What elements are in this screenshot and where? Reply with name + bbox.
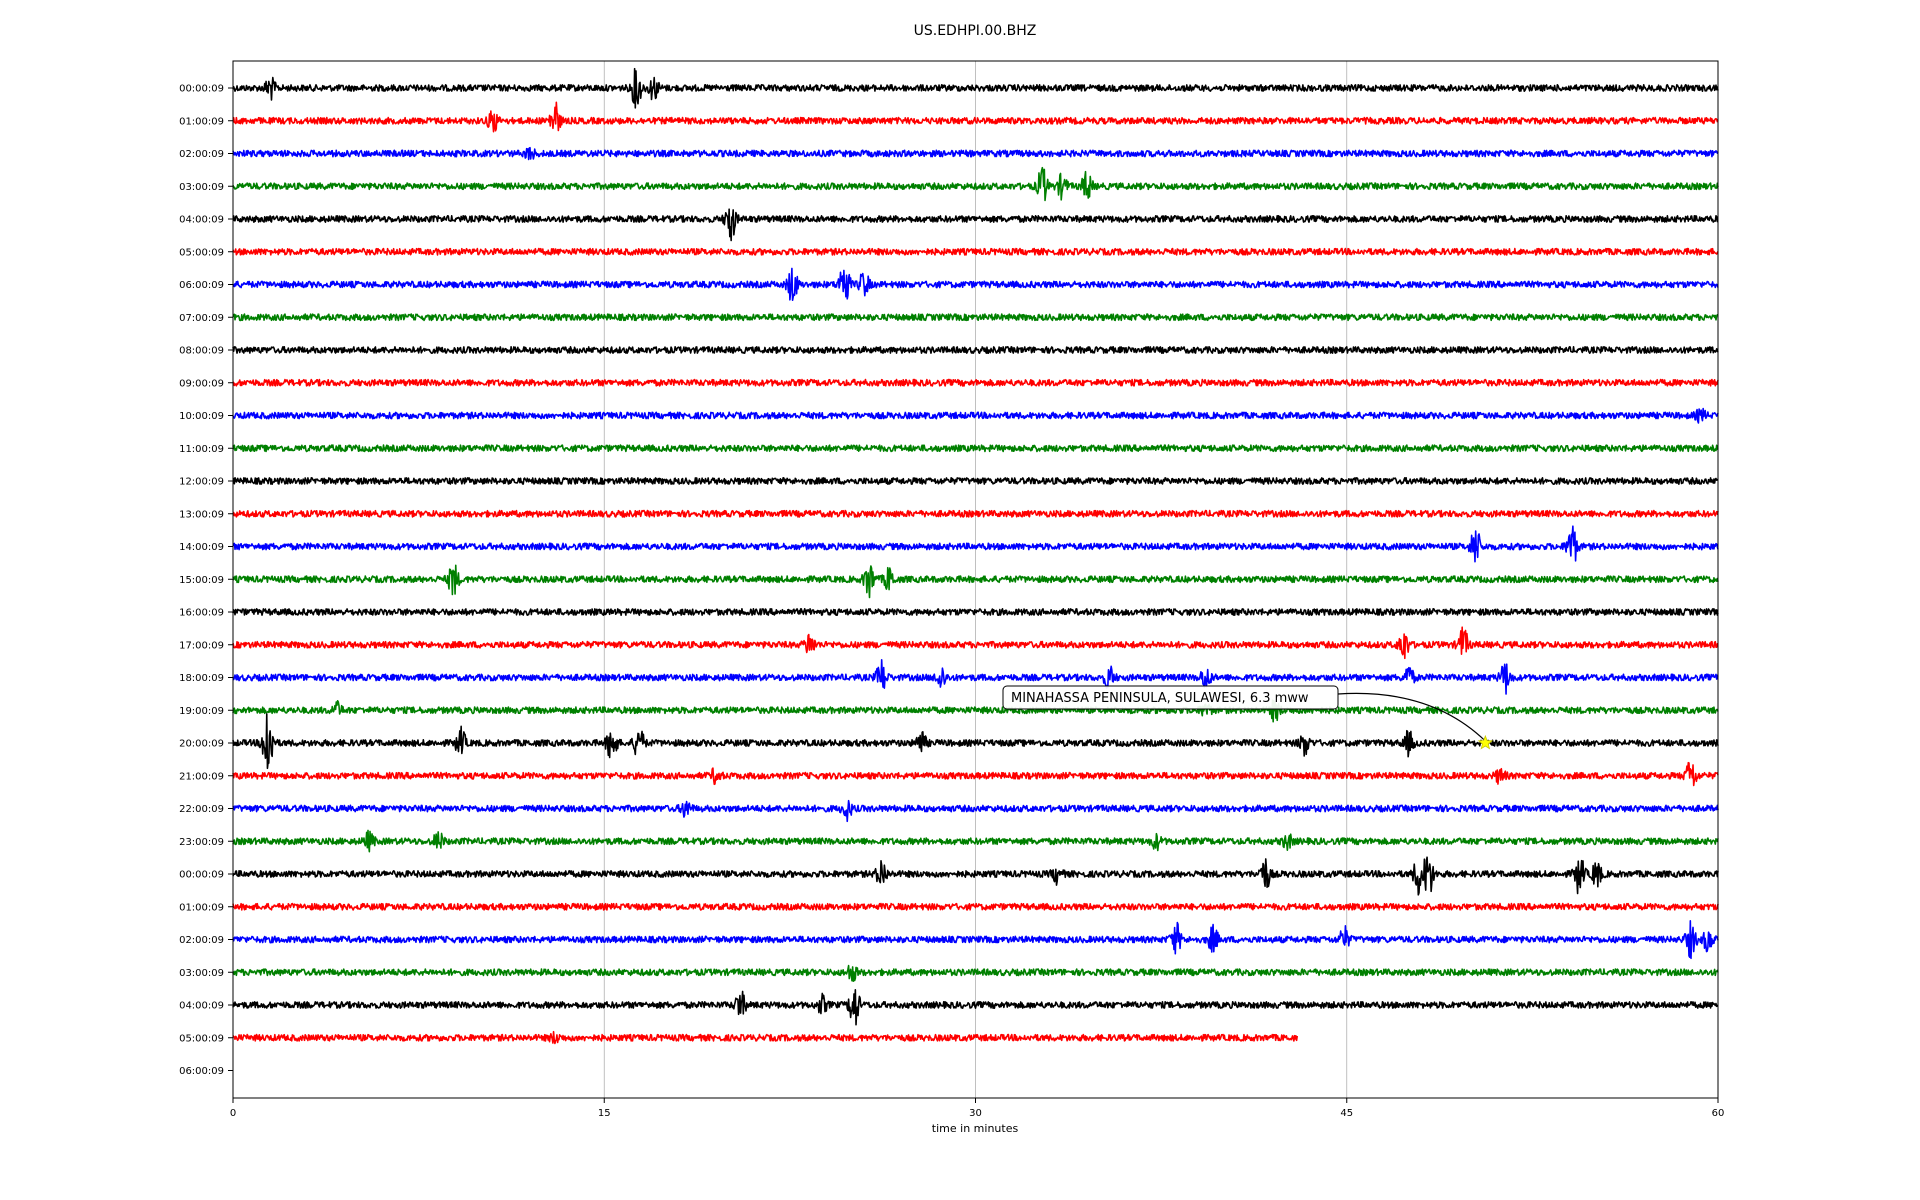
seismic-trace xyxy=(232,856,1719,896)
seismic-trace xyxy=(232,713,1719,770)
row-time-labels: 00:00:09 01:00:09 02:00:09 03:00:09 04:00:09… xyxy=(179,84,233,1077)
x-axis-ticks: 0 15 30 45 60 xyxy=(230,1098,1725,1119)
row-time-label: 18:00:09 xyxy=(179,673,224,684)
seismic-traces xyxy=(232,67,1719,1045)
row-time-label: 00:00:09 xyxy=(179,84,224,95)
x-tick-label: 15 xyxy=(598,1108,611,1119)
row-time-label: 21:00:09 xyxy=(179,771,224,782)
row-time-label: 02:00:09 xyxy=(179,149,224,160)
seismic-trace xyxy=(232,378,1719,387)
seismic-trace xyxy=(232,525,1719,563)
seismic-trace xyxy=(232,477,1719,485)
row-time-label: 06:00:09 xyxy=(179,280,224,291)
seismic-trace xyxy=(232,267,1719,301)
seismic-trace xyxy=(232,608,1719,616)
row-time-label: 07:00:09 xyxy=(179,313,224,324)
x-tick-label: 0 xyxy=(230,1108,236,1119)
row-time-label: 03:00:09 xyxy=(179,968,224,979)
row-time-label: 01:00:09 xyxy=(179,902,224,913)
row-time-label: 00:00:09 xyxy=(179,870,224,881)
row-time-label: 22:00:09 xyxy=(179,804,224,815)
seismic-trace xyxy=(232,208,1719,242)
seismic-trace xyxy=(232,988,1719,1026)
seismic-trace xyxy=(232,346,1719,354)
seismic-trace xyxy=(232,626,1719,660)
seismic-trace xyxy=(232,902,1719,911)
row-time-label: 09:00:09 xyxy=(179,378,224,389)
row-time-label: 11:00:09 xyxy=(179,444,224,455)
row-time-label: 19:00:09 xyxy=(179,706,224,717)
seismic-trace xyxy=(232,920,1719,960)
annotation-label: MINAHASSA PENINSULA, SULAWESI, 6.3 mww xyxy=(1011,691,1309,706)
seismic-trace xyxy=(232,1030,1299,1045)
row-time-label: 04:00:09 xyxy=(179,1001,224,1012)
row-time-label: 05:00:09 xyxy=(179,247,224,258)
seismic-trace xyxy=(232,658,1719,695)
annotation-box xyxy=(1002,685,1339,710)
row-time-label: 16:00:09 xyxy=(179,608,224,619)
row-time-label: 10:00:09 xyxy=(179,411,224,422)
seismic-trace xyxy=(232,829,1719,853)
row-time-label: 08:00:09 xyxy=(179,346,224,357)
row-time-label: 01:00:09 xyxy=(179,116,224,127)
x-tick-label: 60 xyxy=(1712,1108,1725,1119)
row-time-label: 23:00:09 xyxy=(179,837,224,848)
seismic-trace xyxy=(232,444,1719,453)
x-axis-label: time in minutes xyxy=(932,1122,1019,1135)
event-annotation: MINAHASSA PENINSULA, SULAWESI, 6.3 mww xyxy=(1002,685,1494,750)
row-time-label: 12:00:09 xyxy=(179,477,224,488)
row-time-label: 05:00:09 xyxy=(179,1033,224,1044)
event-star-marker xyxy=(1477,734,1494,750)
x-tick-label: 30 xyxy=(969,1108,982,1119)
row-time-label: 02:00:09 xyxy=(179,935,224,946)
seismic-trace xyxy=(232,247,1719,256)
seismic-trace xyxy=(232,67,1719,109)
seismic-trace xyxy=(232,761,1719,787)
row-time-label: 20:00:09 xyxy=(179,739,224,750)
annotation-arrow xyxy=(1337,692,1486,742)
row-time-label: 06:00:09 xyxy=(179,1066,224,1077)
row-time-label: 03:00:09 xyxy=(179,182,224,193)
chart-title: US.EDHPI.00.BHZ xyxy=(914,23,1037,39)
x-tick-label: 45 xyxy=(1340,1108,1353,1119)
row-time-label: 14:00:09 xyxy=(179,542,224,553)
seismic-trace xyxy=(232,166,1719,202)
seismic-trace xyxy=(232,407,1719,424)
seismic-trace xyxy=(232,509,1719,518)
seismic-trace xyxy=(232,313,1719,322)
seismic-trace xyxy=(232,964,1719,983)
seismic-trace xyxy=(232,799,1719,823)
seismic-trace xyxy=(232,101,1719,133)
row-time-label: 04:00:09 xyxy=(179,215,224,226)
row-time-label: 17:00:09 xyxy=(179,640,224,651)
row-time-label: 13:00:09 xyxy=(179,509,224,520)
row-time-label: 15:00:09 xyxy=(179,575,224,586)
seismic-trace xyxy=(232,564,1719,599)
seismic-trace xyxy=(232,699,1719,723)
seismic-trace xyxy=(232,146,1719,161)
